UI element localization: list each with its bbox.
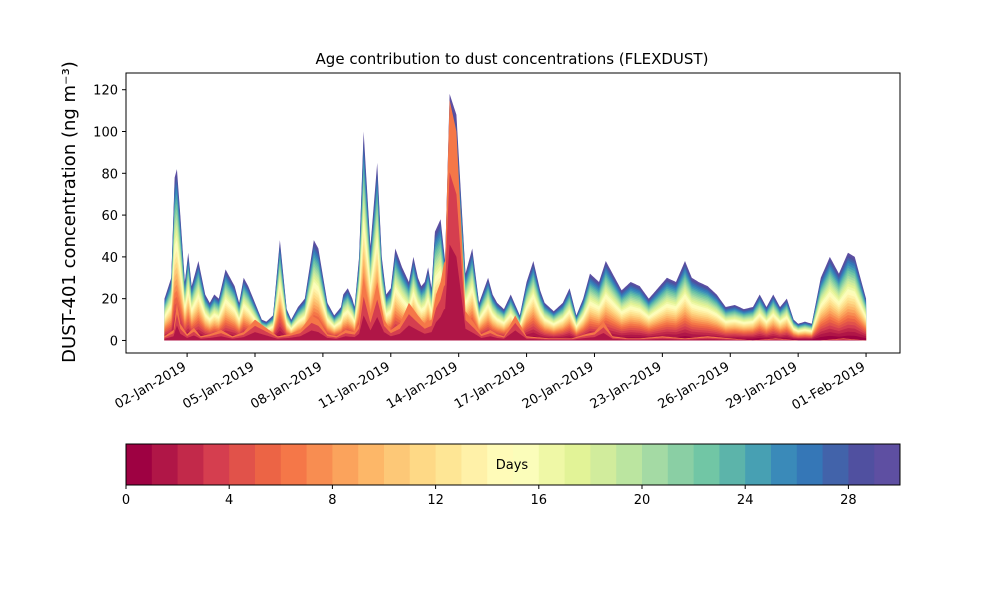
x-tick-label: 02-Jan-2019	[113, 359, 190, 412]
age-layer-7	[164, 260, 867, 341]
age-layer-2	[164, 305, 867, 341]
x-tick-label: 08-Jan-2019	[248, 359, 325, 412]
age-layer-10	[164, 235, 867, 341]
y-tick-label: 120	[93, 84, 118, 99]
colorbar-cell	[384, 444, 411, 485]
colorbar-cell	[642, 444, 669, 485]
age-layer-5	[164, 277, 867, 341]
colorbar-cell	[255, 444, 282, 485]
colorbar-frame	[125, 443, 901, 486]
colorbar-cell	[358, 444, 385, 485]
x-tick-label: 14-Jan-2019	[384, 359, 461, 412]
colorbar-cell	[332, 444, 359, 485]
y-tick-label: 60	[101, 209, 118, 224]
colorbar-cell	[513, 444, 540, 485]
y-axis-label: DUST-401 concentration (ng m⁻³)	[59, 61, 80, 363]
colorbar-cell	[461, 444, 488, 485]
colorbar: Days 0 4 8 12 16 20 24 28	[122, 443, 901, 508]
colorbar-cell	[796, 444, 824, 485]
colorbar-ticks: 0 4 8 12 16 20 24 28	[122, 485, 857, 508]
colorbar-cell	[874, 444, 901, 485]
colorbar-cell	[126, 444, 153, 485]
colorbar-cells	[126, 444, 901, 485]
colorbar-cell	[229, 444, 256, 485]
y-tick-label: 0	[110, 334, 118, 349]
x-tick-label: 11-Jan-2019	[316, 359, 393, 412]
y-tick-label: 100	[93, 126, 118, 141]
colorbar-cell	[771, 444, 798, 485]
colorbar-tick-label: 24	[737, 493, 754, 508]
age-layer-6	[164, 268, 867, 341]
age-layer-8	[164, 251, 867, 341]
colorbar-cell	[151, 444, 179, 485]
y-axis: 0 20 40 60 80 100 120	[93, 84, 126, 349]
colorbar-tick-label: 4	[225, 493, 233, 508]
colorbar-tick-label: 8	[328, 493, 336, 508]
age-layer-11	[164, 227, 867, 341]
colorbar-cell	[590, 444, 617, 485]
colorbar-cell	[822, 444, 849, 485]
colorbar-tick-label: 0	[122, 493, 130, 508]
y-tick-label: 80	[101, 167, 118, 182]
colorbar-cell	[719, 444, 746, 485]
colorbar-tick-label: 12	[427, 493, 444, 508]
age-layer-4	[164, 286, 867, 341]
colorbar-cell	[280, 444, 308, 485]
x-tick-label: 05-Jan-2019	[180, 359, 257, 412]
x-axis: 02-Jan-201905-Jan-201908-Jan-201911-Jan-…	[113, 353, 869, 413]
x-tick-label: 17-Jan-2019	[452, 359, 529, 412]
chart-title: Age contribution to dust concentrations …	[316, 50, 709, 68]
colorbar-cell	[616, 444, 643, 485]
colorbar-cell	[409, 444, 437, 485]
stacked-area-layers	[164, 93, 867, 341]
age-layer-1	[164, 315, 867, 341]
colorbar-cell	[848, 444, 875, 485]
y-tick-label: 40	[101, 251, 118, 266]
colorbar-cell	[177, 444, 204, 485]
colorbar-cell	[435, 444, 462, 485]
plot-frame	[125, 72, 901, 354]
colorbar-cell	[487, 444, 514, 485]
age-layer-9	[164, 243, 867, 341]
colorbar-cell	[306, 444, 333, 485]
colorbar-tick-label: 28	[840, 493, 857, 508]
x-tick-label: 23-Jan-2019	[588, 359, 665, 412]
age-layer-12	[164, 219, 867, 341]
colorbar-cell	[203, 444, 230, 485]
colorbar-cell	[564, 444, 591, 485]
colorbar-cell	[667, 444, 695, 485]
age-layer-3	[164, 295, 867, 341]
plot-area	[164, 93, 867, 341]
colorbar-cell	[538, 444, 566, 485]
colorbar-tick-label: 20	[634, 493, 651, 508]
age-layer-0	[164, 326, 867, 341]
colorbar-cell	[693, 444, 720, 485]
y-tick-label: 20	[101, 293, 118, 308]
colorbar-cell	[745, 444, 772, 485]
colorbar-tick-label: 16	[531, 493, 548, 508]
x-tick-label: 26-Jan-2019	[656, 359, 733, 412]
x-tick-label: 01-Feb-2019	[790, 359, 869, 413]
age-layer-13	[164, 211, 867, 341]
x-tick-label: 20-Jan-2019	[520, 359, 597, 412]
x-tick-label: 29-Jan-2019	[724, 359, 801, 412]
colorbar-label: Days	[496, 458, 529, 473]
